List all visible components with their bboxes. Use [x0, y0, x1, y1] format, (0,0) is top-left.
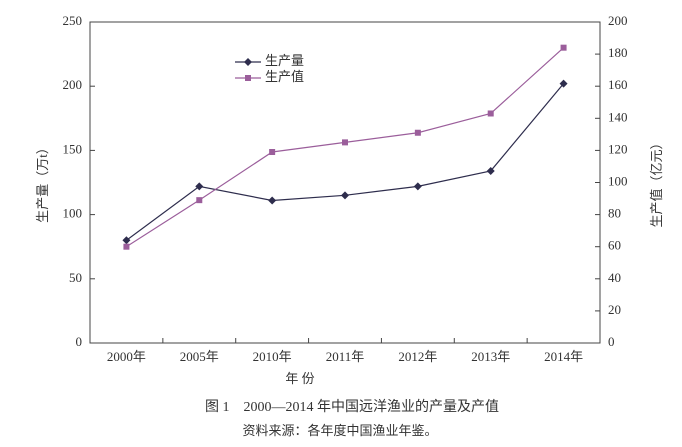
- y-tick-label: 50: [69, 270, 82, 285]
- y2-tick-label: 40: [608, 270, 621, 285]
- y2-tick-label: 200: [608, 13, 628, 28]
- marker: [195, 182, 204, 191]
- marker: [413, 182, 422, 191]
- marker: [342, 139, 348, 146]
- y-tick-label: 0: [76, 334, 83, 349]
- marker: [559, 79, 568, 88]
- marker: [245, 75, 251, 81]
- y2-tick-label: 0: [608, 334, 615, 349]
- y-tick-label: 150: [63, 141, 83, 156]
- marker: [269, 149, 276, 156]
- marker: [487, 110, 494, 117]
- y-tick-label: 100: [63, 206, 83, 221]
- x-tick-label: 2000年: [107, 349, 146, 364]
- plot-frame: [89, 21, 601, 344]
- y2-tick-label: 180: [608, 45, 628, 60]
- marker: [341, 191, 349, 200]
- y2-tick-label: 60: [608, 238, 621, 253]
- marker: [560, 44, 567, 51]
- marker: [196, 197, 203, 204]
- x-tick-label: 2010年: [253, 349, 292, 364]
- marker: [414, 129, 421, 136]
- marker: [268, 196, 277, 205]
- source: 资料来源：各年度中国渔业年鉴。: [242, 423, 437, 438]
- y2-tick-label: 140: [608, 109, 628, 124]
- y2-tick-label: 160: [608, 77, 628, 92]
- marker: [244, 58, 252, 66]
- legend-label: 生产量: [265, 53, 304, 68]
- y-tick-label: 200: [63, 77, 83, 92]
- x-tick-label: 2013年: [471, 349, 510, 364]
- y2-tick-label: 100: [608, 173, 628, 188]
- x-tick-label: 2012年: [398, 349, 437, 364]
- series-line: [126, 47, 564, 248]
- marker: [486, 166, 495, 175]
- marker: [122, 236, 131, 245]
- y2-tick-label: 80: [608, 206, 621, 221]
- caption: 图 1 2000—2014 年中国远洋渔业的产量及产值: [205, 399, 499, 415]
- x-tick-label: 2014年: [544, 349, 583, 364]
- y-tick-label: 250: [63, 13, 83, 28]
- y-axis-label: 生产量（万t）: [35, 141, 50, 223]
- x-axis-label: 年 份: [285, 371, 314, 386]
- y2-axis-label: 生产值（亿元）: [649, 136, 664, 227]
- x-tick-label: 2011年: [326, 349, 365, 364]
- legend-label: 生产值: [265, 69, 304, 84]
- y2-tick-label: 20: [608, 302, 621, 317]
- x-tick-label: 2005年: [180, 349, 219, 364]
- y2-tick-label: 120: [608, 141, 628, 156]
- marker: [123, 243, 130, 250]
